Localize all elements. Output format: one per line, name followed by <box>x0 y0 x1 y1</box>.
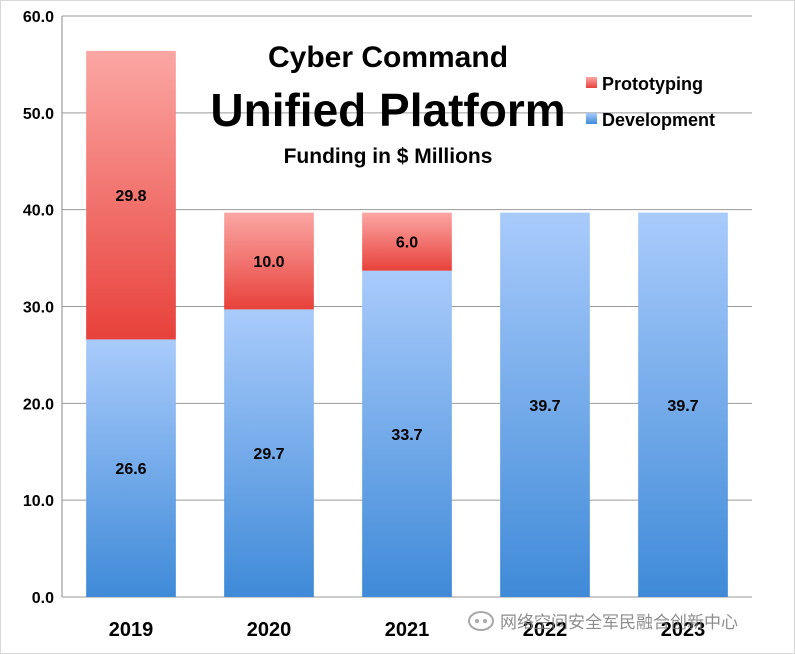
data-label-prototyping: 6.0 <box>396 235 418 252</box>
gridlines <box>62 15 752 598</box>
watermark: 网络空间安全军民融合创新中心 <box>468 608 738 633</box>
data-label-development: 33.7 <box>391 427 422 444</box>
bars: 26.6 29.8 29.7 10.0 33.7 6.0 39.7 39.7 <box>86 50 728 598</box>
watermark-text: 网络空间安全军民融合创新中心 <box>500 613 738 633</box>
legend-label-development: Development <box>602 110 715 130</box>
bar-development <box>224 309 314 597</box>
data-label-prototyping: 29.8 <box>115 188 146 205</box>
bar-development <box>638 212 728 598</box>
legend-swatch-prototyping <box>586 77 597 88</box>
y-tick-label: 10.0 <box>23 493 54 510</box>
x-tick-label: 2022 <box>523 619 568 641</box>
x-tick-label: 2023 <box>661 619 706 641</box>
chart-title: Cyber Command <box>268 41 508 74</box>
legend-swatch-development <box>586 113 597 124</box>
legend: Prototyping Development <box>586 74 715 130</box>
y-tick-label: 0.0 <box>32 590 54 607</box>
data-label-development: 26.6 <box>115 461 146 478</box>
x-tick-label: 2019 <box>109 619 154 641</box>
y-tick-label: 60.0 <box>23 9 54 26</box>
bar-prototyping <box>224 212 314 310</box>
y-tick-label: 50.0 <box>23 106 54 123</box>
data-label-prototyping: 10.0 <box>253 254 284 271</box>
bar-prototyping <box>86 50 176 340</box>
data-label-development: 39.7 <box>667 398 698 415</box>
bar-development <box>500 212 590 598</box>
wechat-icon <box>468 610 494 631</box>
chart-title-main: Unified Platform <box>210 84 565 136</box>
data-label-development: 29.7 <box>253 446 284 463</box>
x-tick-label: 2020 <box>247 619 292 641</box>
chart-subtitle: Funding in $ Millions <box>284 145 493 168</box>
axes: 0.0 10.0 20.0 30.0 40.0 50.0 60.0 2019 2020 2021 2… <box>23 9 705 641</box>
data-label-development: 39.7 <box>529 398 560 415</box>
bar-development <box>362 270 452 597</box>
bar-prototyping <box>362 212 452 271</box>
y-tick-label: 30.0 <box>23 300 54 317</box>
legend-label-prototyping: Prototyping <box>602 74 703 94</box>
bar-development <box>86 339 176 597</box>
x-tick-label: 2021 <box>385 619 430 641</box>
y-tick-label: 40.0 <box>23 203 54 220</box>
y-tick-label: 20.0 <box>23 396 54 413</box>
